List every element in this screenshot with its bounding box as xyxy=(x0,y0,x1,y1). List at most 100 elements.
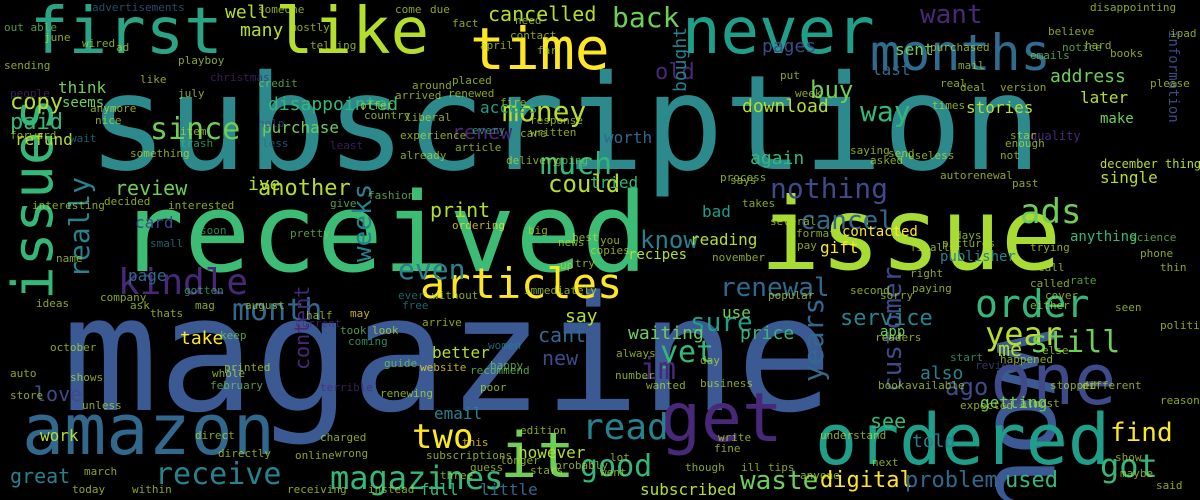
small-word: something xyxy=(130,147,190,160)
word-app: app xyxy=(880,324,906,340)
small-word: either xyxy=(1030,299,1070,312)
small-word: credit xyxy=(258,77,298,90)
word-purchase: purchase xyxy=(262,118,340,137)
word-new: new xyxy=(542,346,579,370)
small-word: please xyxy=(1150,77,1190,90)
word-address: address xyxy=(1050,66,1126,87)
small-word: said xyxy=(1156,479,1183,492)
word-single: single xyxy=(1100,168,1158,187)
small-word: shows xyxy=(70,371,104,384)
small-word: books xyxy=(1110,47,1144,60)
small-word: sorry xyxy=(880,289,914,302)
small-word: though xyxy=(685,461,725,474)
word-contacted: contacted xyxy=(842,224,918,240)
small-word: response xyxy=(530,114,583,127)
small-word: longer xyxy=(500,454,540,467)
word-waiting: waiting xyxy=(628,323,704,344)
word-months: months xyxy=(870,24,1051,82)
small-word: ever xyxy=(398,289,425,302)
small-word: may xyxy=(350,307,370,320)
word-it: it xyxy=(500,419,575,492)
word-cancelled: cancelled xyxy=(488,2,597,26)
word-worth: worth xyxy=(604,128,653,147)
word-much: much xyxy=(540,147,613,182)
word-ive: ive xyxy=(248,174,281,195)
word-last: last xyxy=(872,60,911,79)
small-word: october xyxy=(50,341,97,354)
word-december: december things xyxy=(1100,157,1200,171)
word-gift: gift xyxy=(820,238,859,257)
small-word: march xyxy=(84,465,118,478)
word-subscription: subscription xyxy=(88,47,1042,201)
small-word: hard xyxy=(1085,39,1112,52)
small-word: july xyxy=(178,87,205,100)
small-word: three xyxy=(440,469,474,482)
word-digital: digital xyxy=(820,468,913,493)
small-word: day xyxy=(700,354,720,367)
word-use: use xyxy=(722,303,751,322)
small-word: fine xyxy=(714,442,741,455)
word-problem: problem xyxy=(905,468,998,493)
word-good: good xyxy=(580,449,653,484)
small-word: week xyxy=(795,87,822,100)
small-word: happy xyxy=(490,359,524,372)
small-word: purchased xyxy=(930,41,990,54)
small-word: experience xyxy=(400,129,467,142)
small-word: christmas xyxy=(210,71,270,84)
word-make: make xyxy=(1100,111,1134,127)
word-refund: refund xyxy=(15,130,73,149)
word-access: access xyxy=(480,98,538,117)
word-ago: ago xyxy=(945,373,989,401)
small-word: emails xyxy=(1030,49,1070,62)
word-amazon: amazon xyxy=(22,389,275,471)
word-time: time xyxy=(470,15,610,83)
small-word: best xyxy=(572,231,599,244)
small-word: decided xyxy=(104,195,151,208)
small-word: available xyxy=(905,379,965,392)
small-word: wait xyxy=(70,132,97,145)
word-love: love xyxy=(34,382,83,406)
small-word: thats xyxy=(150,307,184,320)
small-word: number xyxy=(615,369,655,382)
small-word: renewed xyxy=(448,87,495,100)
small-word: finally xyxy=(910,241,957,254)
word-old: old xyxy=(655,60,695,85)
small-word: anyone xyxy=(800,469,840,482)
small-word: february xyxy=(210,379,263,392)
small-word: interesting xyxy=(32,199,105,212)
small-word: soon xyxy=(200,224,227,237)
small-word: takes xyxy=(742,197,776,210)
small-word: book xyxy=(878,379,905,392)
small-word: june xyxy=(44,31,71,44)
word-another: another xyxy=(258,176,351,201)
small-word: version xyxy=(1000,81,1047,94)
small-word: business xyxy=(700,377,753,390)
word-years: years xyxy=(797,297,830,382)
word-service: service xyxy=(840,306,933,331)
small-word: liberal xyxy=(405,111,452,124)
small-word: useless xyxy=(908,149,955,162)
word-great: great xyxy=(10,464,71,488)
small-word: arrive xyxy=(422,316,462,329)
small-word: name xyxy=(56,252,83,265)
small-word: article xyxy=(455,141,502,154)
small-word: store xyxy=(10,389,44,402)
small-word: copies xyxy=(590,244,630,257)
word-many: many xyxy=(240,20,284,41)
small-word: ad xyxy=(116,41,130,54)
small-word: going xyxy=(555,154,589,167)
small-word: reviews xyxy=(975,359,1022,372)
small-word: readers xyxy=(875,331,922,344)
word-magazine: magazine xyxy=(62,261,833,448)
small-word: least xyxy=(330,139,364,152)
small-word: stopped xyxy=(1050,379,1097,392)
small-word: wired xyxy=(82,37,116,50)
word-review: review xyxy=(115,176,188,200)
small-word: auto xyxy=(10,367,37,380)
small-word: printed xyxy=(224,361,271,374)
small-word: country xyxy=(364,109,411,122)
word-pages: pages xyxy=(762,36,817,57)
small-word: nice xyxy=(95,114,122,127)
small-word: ask xyxy=(130,299,150,312)
word-disappointed: disappointed xyxy=(268,94,399,115)
